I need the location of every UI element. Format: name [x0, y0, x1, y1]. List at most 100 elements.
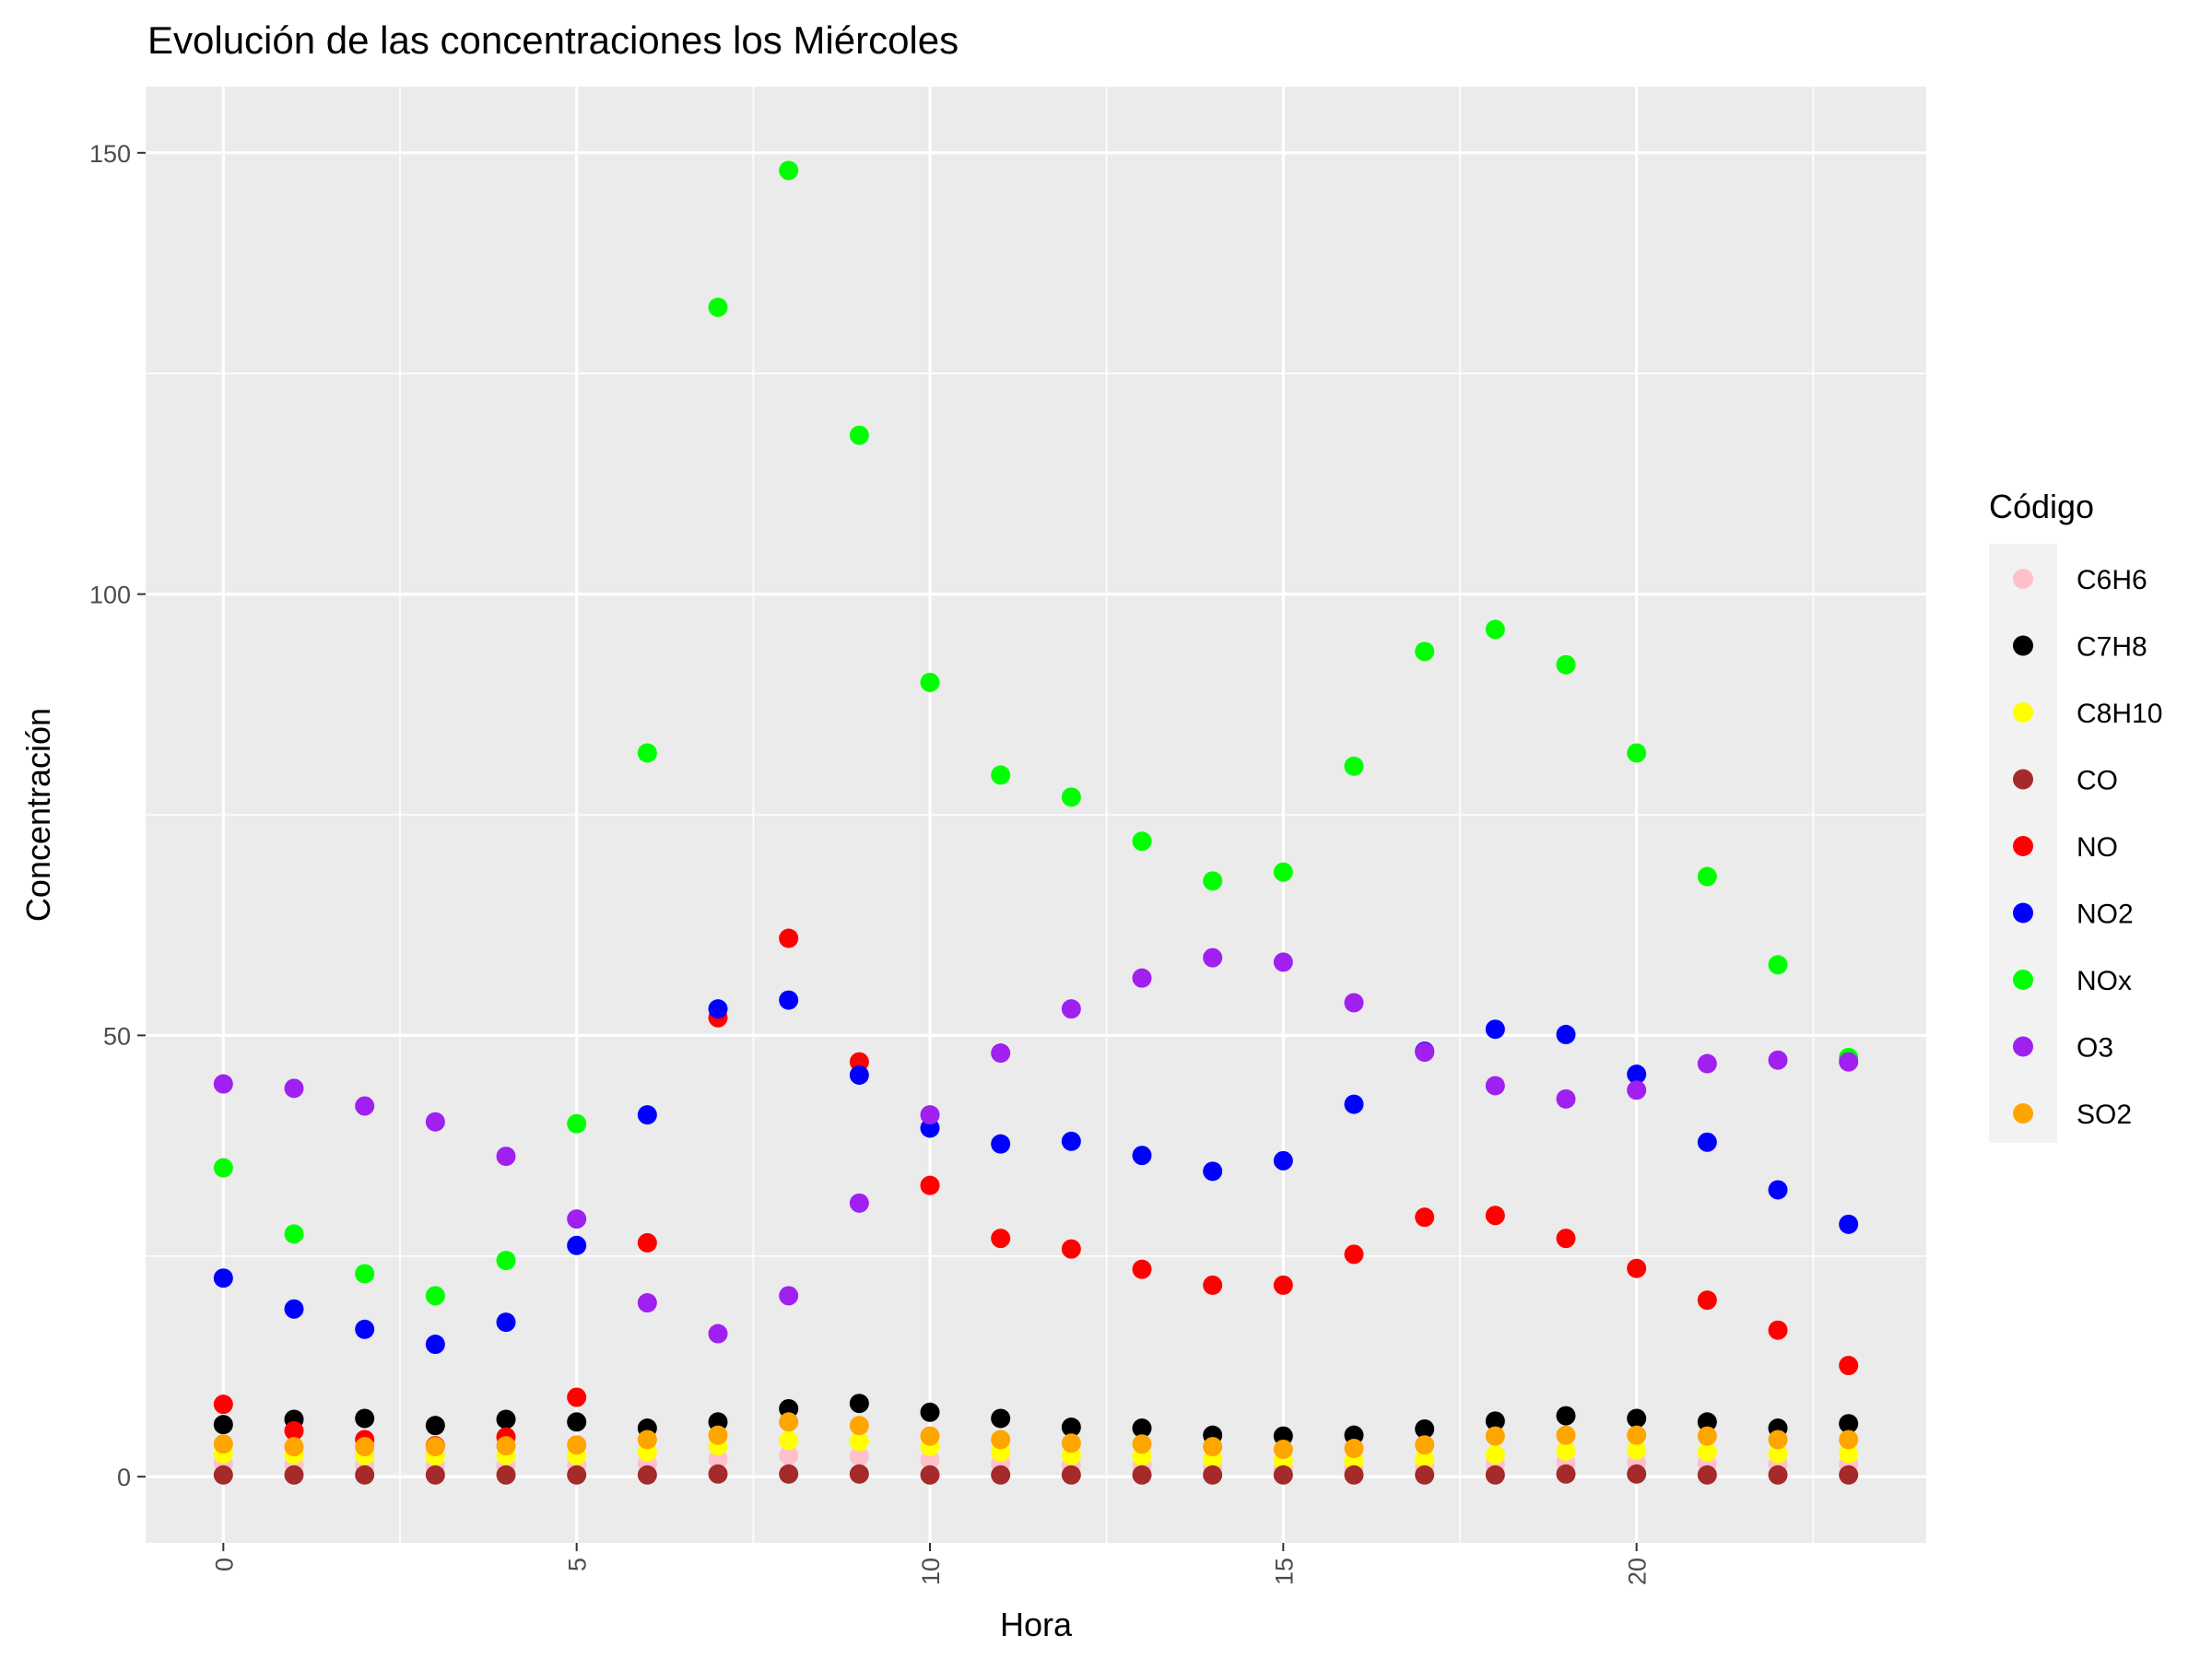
legend-label: C6H6 [2077, 565, 2147, 595]
data-point [1061, 1131, 1081, 1151]
data-point [1344, 1465, 1364, 1485]
data-point [1697, 1441, 1717, 1462]
data-point [779, 1430, 799, 1451]
data-point [849, 1431, 869, 1452]
data-point [567, 1465, 587, 1485]
data-point [1768, 1430, 1788, 1450]
legend-key [2013, 970, 2033, 990]
data-point [1627, 1258, 1647, 1278]
legend-item-co: CO [2013, 766, 2118, 796]
data-point [1556, 1088, 1576, 1109]
data-point [284, 1078, 304, 1099]
data-point [1132, 1434, 1152, 1454]
data-point [1697, 1465, 1717, 1485]
data-point [425, 1416, 445, 1436]
data-point [779, 990, 799, 1010]
data-point [213, 1415, 233, 1435]
data-point [1132, 831, 1152, 852]
legend-items: C6H6 C7H8 C8H10 CO NO NO2 NOx O3 SO2 [2013, 565, 2162, 1130]
data-point [355, 1465, 375, 1485]
data-point [991, 1430, 1011, 1450]
data-point [1132, 968, 1152, 988]
legend-key [2013, 1036, 2033, 1057]
data-point [1485, 1426, 1505, 1446]
data-point [1627, 1408, 1647, 1429]
data-point [1061, 1418, 1081, 1438]
data-point [1485, 1206, 1505, 1226]
data-point [1415, 1418, 1435, 1439]
data-point [920, 1175, 940, 1195]
data-point [284, 1465, 304, 1485]
data-point [637, 1430, 657, 1450]
data-point [708, 297, 728, 317]
legend-key [2013, 902, 2033, 924]
data-point [355, 1096, 375, 1116]
data-point [1132, 1259, 1152, 1279]
data-point [708, 1449, 728, 1469]
data-point [496, 1147, 516, 1167]
data-point [779, 1398, 799, 1418]
data-point [1203, 1161, 1223, 1182]
data-point [1415, 641, 1435, 662]
data-point [779, 1412, 799, 1432]
data-point [1768, 1320, 1788, 1340]
data-point [1627, 1080, 1647, 1100]
data-point [425, 1286, 445, 1306]
data-point [849, 1464, 869, 1484]
data-point [920, 1426, 940, 1446]
y-tick-label: 50 [103, 1022, 131, 1050]
data-point [1132, 1146, 1152, 1166]
chart-title: Evolución de las concentraciones los Mié… [147, 18, 959, 62]
data-point [1061, 1433, 1081, 1453]
data-point [1415, 1207, 1435, 1228]
data-point [1697, 1053, 1717, 1074]
data-point [1627, 1065, 1647, 1085]
data-point [213, 1158, 233, 1178]
data-point [920, 1465, 940, 1485]
data-point [1839, 1052, 1859, 1072]
data-point [425, 1465, 445, 1485]
data-point [849, 1052, 869, 1072]
x-tick-label: 10 [917, 1558, 945, 1585]
x-tick-label: 15 [1270, 1558, 1298, 1585]
data-point [425, 1437, 445, 1457]
data-point [920, 1450, 940, 1470]
data-point [567, 1387, 587, 1407]
data-point [708, 1425, 728, 1445]
data-point [1839, 1443, 1859, 1464]
data-point [991, 1229, 1011, 1249]
y-tick-label: 150 [89, 140, 131, 168]
legend-label: SO2 [2077, 1100, 2132, 1130]
data-point [1061, 1465, 1081, 1485]
legend: Código C6H6 C7H8 C8H10 CO NO NO2 NOx O3 SO2 [1989, 488, 2162, 1143]
data-point [1203, 947, 1223, 968]
data-point [355, 1408, 375, 1429]
legend-label: C7H8 [2077, 632, 2147, 663]
legend-item-c7h8: C7H8 [2013, 632, 2147, 663]
legend-label: CO [2077, 766, 2118, 796]
legend-item-o3: O3 [2013, 1033, 2113, 1064]
data-point [213, 1434, 233, 1454]
data-point [991, 765, 1011, 785]
data-point [708, 1412, 728, 1432]
x-tick-label: 0 [210, 1558, 238, 1571]
data-point [991, 1408, 1011, 1429]
data-point [496, 1436, 516, 1456]
legend-key [2013, 769, 2033, 790]
data-point [991, 1465, 1011, 1485]
data-point [213, 1394, 233, 1415]
data-point [1485, 1076, 1505, 1096]
data-point [779, 1286, 799, 1306]
data-point [1415, 1465, 1435, 1485]
data-point [1344, 1439, 1364, 1459]
y-axis-title: Concentración [19, 708, 57, 922]
data-point [708, 1464, 728, 1484]
data-point [1415, 1449, 1435, 1469]
data-point [637, 1293, 657, 1313]
data-point [849, 1065, 869, 1085]
data-point [567, 1209, 587, 1230]
data-point [567, 1412, 587, 1432]
data-point [1556, 1425, 1576, 1445]
data-point [1344, 1094, 1364, 1114]
